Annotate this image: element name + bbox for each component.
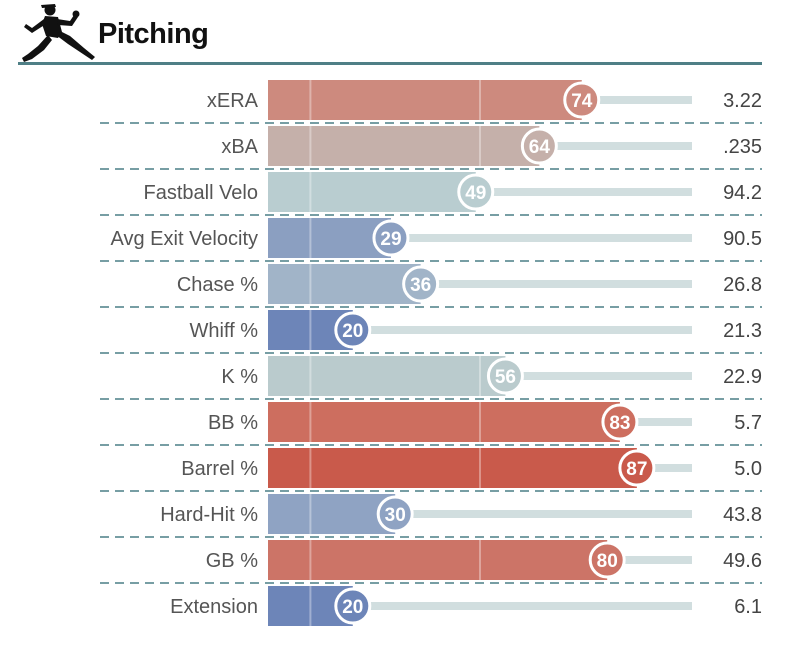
percentile-bar (268, 172, 476, 212)
value-label: .235 (723, 136, 762, 158)
percentile-marker (588, 541, 626, 579)
reference-line (309, 218, 312, 258)
reference-line (479, 402, 481, 442)
track-line (268, 510, 692, 518)
percentile-marker (601, 403, 639, 441)
reference-line (309, 126, 312, 166)
category-label: xERA (207, 90, 259, 112)
pitcher-icon (22, 4, 95, 62)
track-line (268, 234, 692, 242)
percentile-marker (618, 449, 656, 487)
value-label: 6.1 (734, 596, 762, 618)
percentile-bar (268, 356, 506, 396)
section-header: Pitching (18, 0, 762, 70)
track-line (268, 280, 692, 288)
percentile-label: 80 (597, 551, 618, 572)
value-label: 90.5 (723, 228, 762, 250)
category-label: Extension (170, 596, 258, 618)
percentile-marker (372, 219, 410, 257)
percentile-bar (268, 264, 421, 304)
reference-line (309, 264, 312, 304)
reference-line (479, 126, 481, 166)
reference-line (309, 402, 312, 442)
percentile-marker (486, 357, 524, 395)
percentile-bar (268, 80, 582, 120)
reference-line (479, 448, 481, 488)
reference-line (309, 540, 312, 580)
percentile-bar (268, 402, 620, 442)
reference-line (479, 540, 481, 580)
page-title: Pitching (98, 18, 209, 50)
percentile-label: 20 (342, 597, 363, 618)
value-label: 5.7 (734, 412, 762, 434)
category-label: GB % (206, 550, 258, 572)
percentile-marker (402, 265, 440, 303)
category-label: K % (221, 366, 258, 388)
reference-line (479, 356, 481, 396)
percentile-label: 64 (529, 137, 551, 158)
percentile-label: 74 (571, 91, 593, 112)
percentile-label: 49 (465, 183, 486, 204)
reference-line (479, 80, 481, 120)
reference-line (309, 80, 312, 120)
category-label: Fastball Velo (143, 182, 258, 204)
category-label: Avg Exit Velocity (111, 228, 258, 250)
category-label: Whiff % (189, 320, 258, 342)
value-label: 5.0 (734, 458, 762, 480)
percentile-label: 56 (495, 367, 516, 388)
percentile-label: 20 (342, 321, 363, 342)
percentile-marker (376, 495, 414, 533)
percentile-marker (334, 311, 372, 349)
percentile-label: 30 (385, 505, 406, 526)
percentile-label: 87 (626, 459, 647, 480)
value-label: 49.6 (723, 550, 762, 572)
percentile-bar (268, 540, 608, 580)
percentile-marker (457, 173, 495, 211)
value-label: 3.22 (723, 90, 762, 112)
percentile-bar (268, 126, 540, 166)
value-label: 43.8 (723, 504, 762, 526)
value-label: 94.2 (723, 182, 762, 204)
percentile-marker (520, 127, 558, 165)
percentile-label: 83 (609, 413, 630, 434)
percentile-bar (268, 494, 396, 534)
category-label: BB % (208, 412, 258, 434)
value-label: 21.3 (723, 320, 762, 342)
percentile-bar (268, 448, 637, 488)
percentile-label: 36 (410, 275, 431, 296)
reference-line (309, 172, 312, 212)
percentile-marker (334, 587, 372, 625)
percentile-bar (268, 218, 391, 258)
reference-line (309, 310, 312, 350)
track-line (268, 602, 692, 610)
reference-line (309, 356, 312, 396)
category-label: xBA (221, 136, 258, 158)
value-label: 22.9 (723, 366, 762, 388)
category-label: Barrel % (181, 458, 258, 480)
value-label: 26.8 (723, 274, 762, 296)
header-rule (18, 62, 762, 65)
percentile-label: 29 (380, 229, 401, 250)
percentile-marker (563, 81, 601, 119)
category-label: Chase % (177, 274, 258, 296)
track-line (268, 326, 692, 334)
category-label: Hard-Hit % (160, 504, 258, 526)
reference-line (309, 586, 312, 626)
reference-line (309, 494, 312, 534)
reference-line (309, 448, 312, 488)
